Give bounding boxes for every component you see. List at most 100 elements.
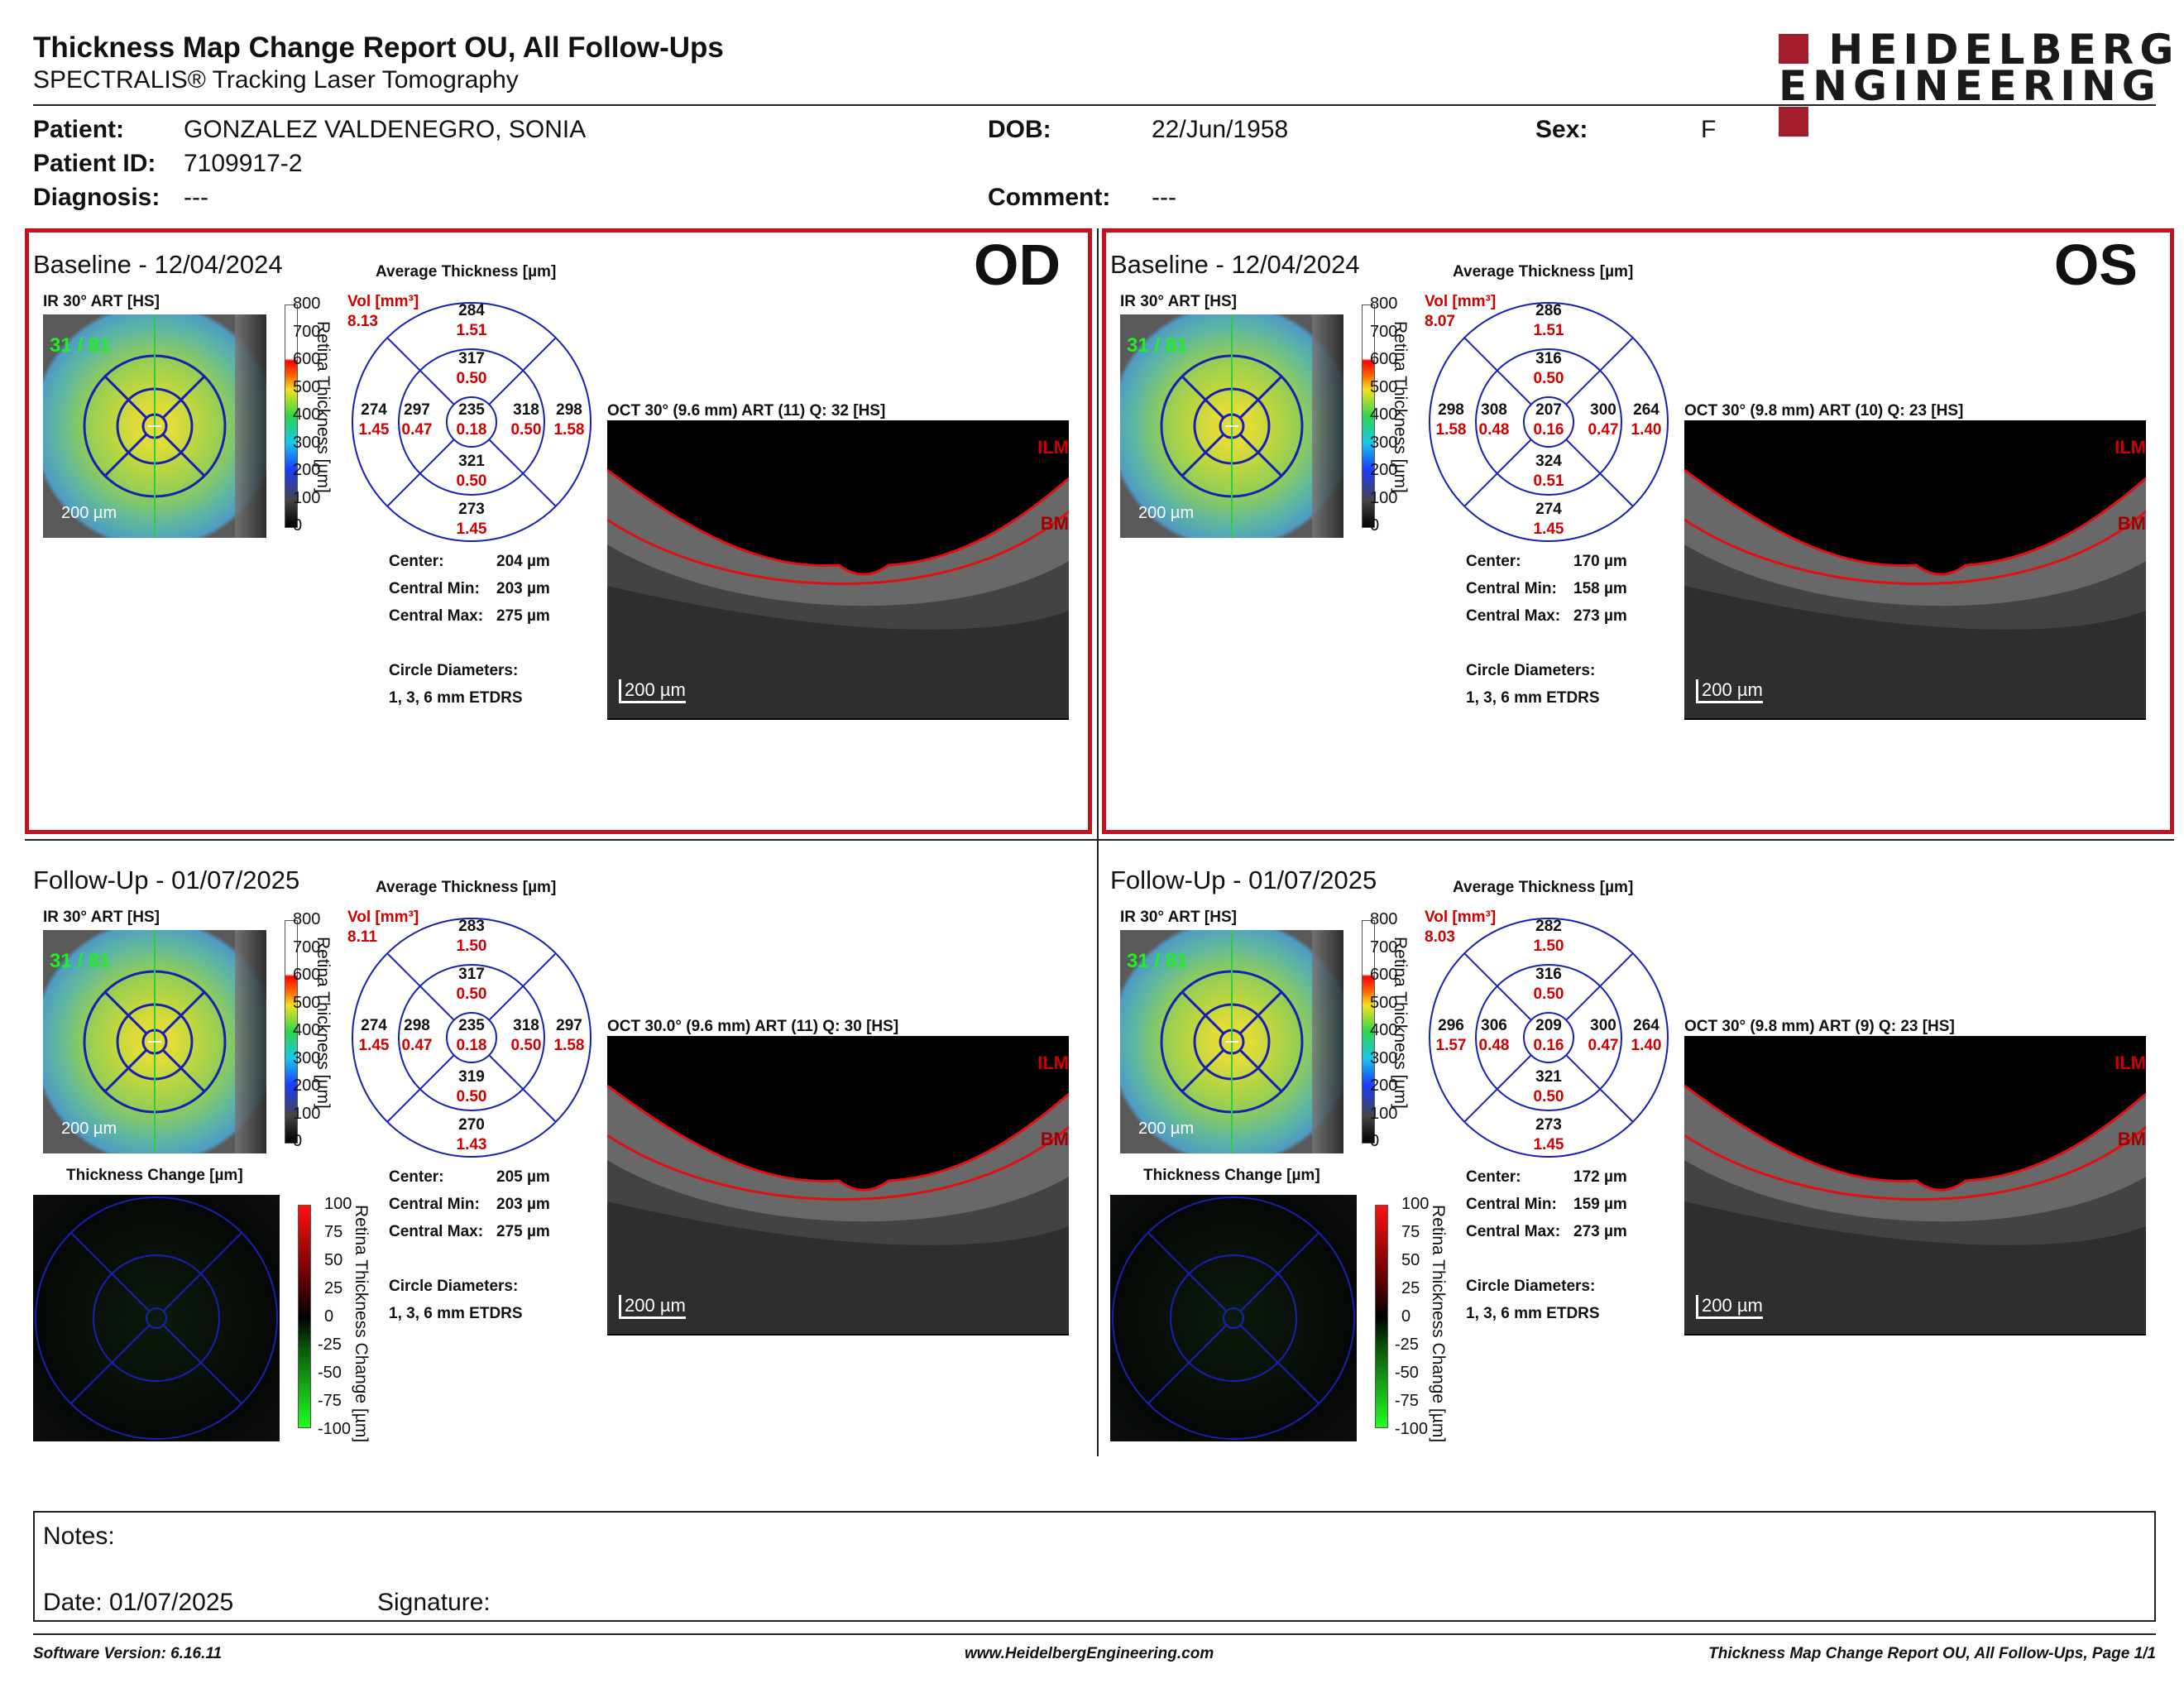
etdrs-grid-overlay [83,930,227,1153]
volume-value: 1.58 [1435,421,1467,439]
volume-value: 0.51 [1533,472,1564,490]
thickness-value: 274 [361,1017,387,1034]
central-min-label: Central Min: [389,1196,480,1213]
central-max-label: Central Max: [1466,1223,1561,1240]
thickness-change-map[interactable] [33,1195,280,1441]
patient-label: Patient: [33,116,125,143]
thickness-value: 298 [404,1017,430,1034]
ilm-label: ILM [2115,437,2146,458]
ir-image-label: IR 30° ART [HS] [43,293,160,310]
oct-bscan-image[interactable]: ILM BM 200 µm [1684,1036,2146,1336]
etdrs-cell-temp-inner: 297 0.47 [392,400,442,440]
signature-label: Signature: [377,1589,491,1616]
ir-fundus-image[interactable]: 31 / 81 200 µm [1120,930,1343,1153]
etdrs-cell-nas-outer: 298 1.58 [544,400,594,440]
scale-tick-label: 200 [1370,461,1398,479]
central-max-label: Central Max: [389,607,484,625]
website-link[interactable]: www.HeidelbergEngineering.com [965,1645,1214,1662]
volume-value: 1.45 [358,1037,390,1054]
od-follow-panel: Follow-Up - 01/07/2025 IR 30° ART [HS] 31 … [33,861,1084,1456]
thickness-value: 297 [404,401,430,419]
volume-value: 0.50 [510,1037,542,1054]
etdrs-cell-temp-inner: 306 0.48 [1469,1016,1519,1056]
change-scale-title: Retina Thickness Change [µm] [1429,1205,1448,1443]
etdrs-cell-nas-inner: 318 0.50 [501,400,551,440]
oct-bscan-image[interactable]: ILM BM 200 µm [607,1036,1069,1336]
ir-fundus-image[interactable]: 31 / 81 200 µm [1120,314,1343,538]
scale-tick-label: 300 [1370,433,1398,452]
change-scale-tick: 0 [324,1307,334,1326]
scale-tick-label: 0 [1370,1132,1380,1150]
eye-label: OD [974,233,1061,297]
ir-scale-label: 200 µm [1138,504,1195,522]
scale-tick-label: 500 [1370,993,1398,1012]
etdrs-cell-temp-outer: 274 1.45 [349,400,399,440]
ilm-label: ILM [1037,437,1069,458]
volume-value: 1.45 [358,421,390,439]
etdrs-thickness-chart [352,302,592,542]
avg-thickness-title: Average Thickness [µm] [1453,879,1634,896]
etdrs-cell-inf-inner: 321 0.50 [1524,1067,1573,1107]
etdrs-cell-center: 235 0.18 [447,1016,496,1056]
etdrs-cell-nas-outer: 264 1.40 [1621,400,1671,440]
thickness-value: 274 [1535,501,1562,518]
thickness-value: 318 [513,1017,539,1034]
bm-label: BM [1040,513,1069,534]
scale-tick-label: 500 [293,993,321,1012]
change-scale-tick: 75 [1401,1223,1420,1241]
volume-value: 0.50 [456,985,487,1003]
report-subtitle: SPECTRALIS® Tracking Laser Tomography [33,66,519,94]
thickness-value: 317 [458,966,485,983]
sex-value: F [1701,116,1717,143]
notes-box[interactable]: Notes: Date: 01/07/2025 Signature: [33,1511,2156,1622]
ir-scale-label: 200 µm [61,1120,117,1138]
ir-fundus-image[interactable]: 31 / 81 200 µm [43,314,266,538]
scale-tick-label: 800 [1370,295,1398,313]
scale-tick-label: 400 [293,405,321,424]
os-baseline-frame [1102,228,2174,834]
oct-bscan-image[interactable]: ILM BM 200 µm [1684,420,2146,720]
etdrs-cell-center: 235 0.18 [447,400,496,440]
change-scale-tick: -75 [1395,1392,1419,1410]
patient-name: GONZALEZ VALDENEGRO, SONIA [184,116,587,143]
etdrs-cell-nas-inner: 318 0.50 [501,1016,551,1056]
scale-tick-label: 600 [293,966,321,984]
thickness-value: 300 [1590,1017,1616,1034]
etdrs-cell-sup-outer: 286 1.51 [1524,301,1573,341]
central-max-value: 275 µm [496,607,550,625]
thickness-change-map[interactable] [1110,1195,1357,1441]
central-min-label: Central Min: [389,580,480,597]
center-label: Center: [389,1168,444,1186]
oct-scan-label: OCT 30° (9.8 mm) ART (10) Q: 23 [HS] [1684,402,1964,420]
thickness-value: 316 [1535,350,1562,367]
scale-tick-label: 500 [293,377,321,396]
ilm-label: ILM [2115,1053,2146,1073]
change-scale-tick: -75 [318,1392,342,1410]
etdrs-cell-nas-outer: 297 1.58 [544,1016,594,1056]
optic-disc-region [1312,930,1343,1153]
central-min-value: 158 µm [1573,580,1627,597]
circle-diameters-value: 1, 3, 6 mm ETDRS [1466,1305,1600,1322]
thickness-value: 284 [458,302,485,319]
volume-value: 1.40 [1631,1037,1662,1054]
bm-label: BM [2117,1129,2146,1149]
od-baseline-panel: Baseline - 12/04/2024 OD IR 30° ART [HS] 31… [33,233,1084,841]
thickness-value: 308 [1481,401,1507,419]
notes-label: Notes: [43,1523,115,1550]
ir-overlay-text: 31 / 81 [50,334,111,357]
change-scale-tick: 25 [324,1279,343,1297]
etdrs-thickness-chart [352,918,592,1158]
etdrs-cell-sup-inner: 316 0.50 [1524,349,1573,389]
vol-total: 8.07 [1425,313,1455,330]
volume-value: 0.50 [1533,1088,1564,1105]
thickness-value: 317 [458,350,485,367]
change-scale-tick: 0 [1401,1307,1411,1326]
volume-value: 1.45 [1533,1136,1564,1153]
oct-bscan-image[interactable]: ILM BM 200 µm [607,420,1069,720]
oct-scan-label: OCT 30.0° (9.6 mm) ART (11) Q: 30 [HS] [607,1018,899,1035]
center-value: 204 µm [496,553,550,570]
section-title: Baseline - 12/04/2024 [1110,250,1360,279]
change-scale-tick: 75 [324,1223,343,1241]
ir-fundus-image[interactable]: 31 / 81 200 µm [43,930,266,1153]
vol-label: Vol [mm³] [347,293,419,310]
